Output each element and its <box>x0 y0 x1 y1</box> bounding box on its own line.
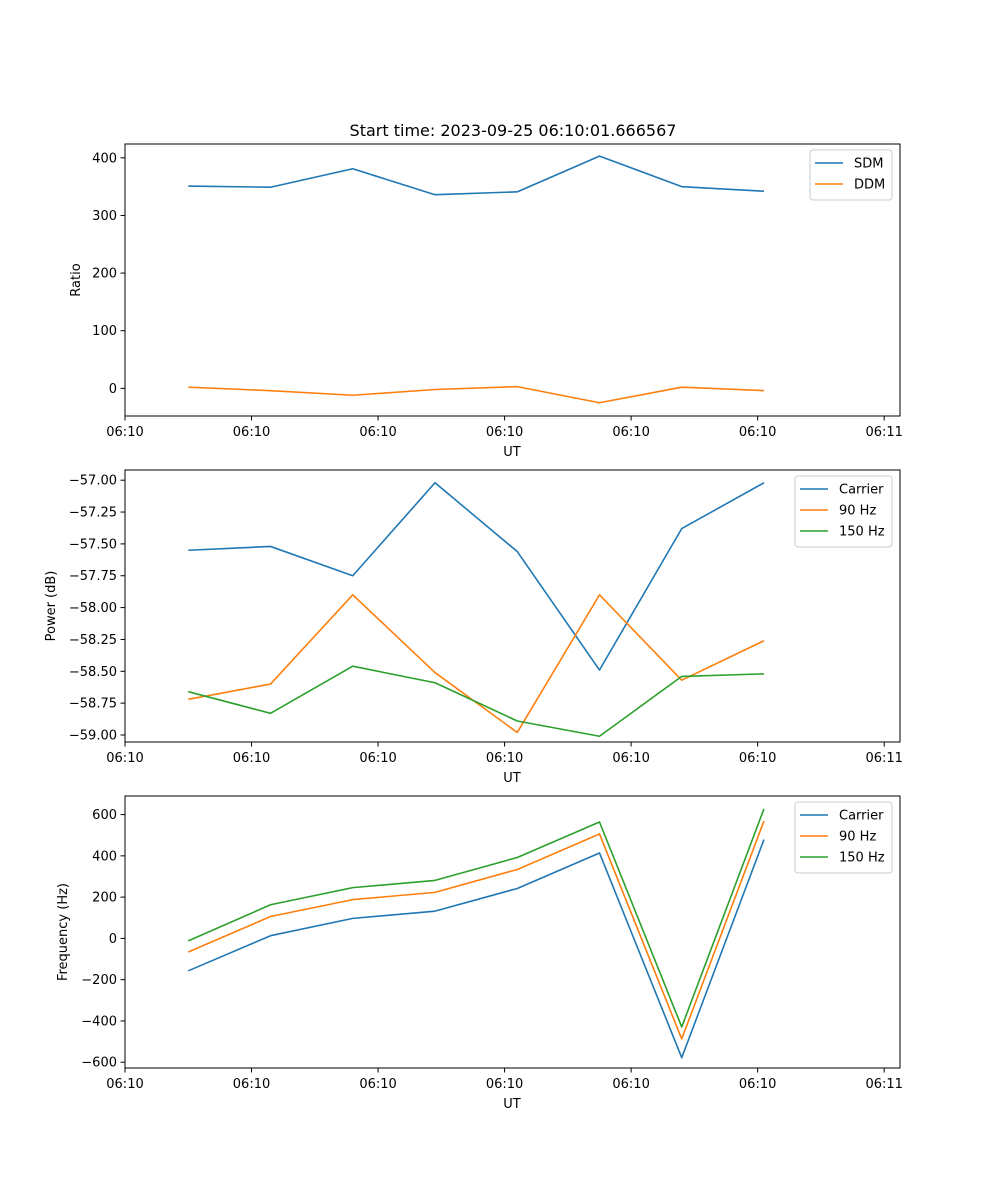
x-tick-label: 06:10 <box>106 1077 143 1092</box>
y-tick-label: 0 <box>109 932 117 947</box>
series-line-150-hz <box>187 808 765 1028</box>
series-line-sdm <box>188 155 765 196</box>
y-axis-label: Frequency (Hz) <box>56 883 71 981</box>
legend-entry-label: 150 Hz <box>839 525 885 540</box>
legend-entry-label: Carrier <box>839 483 884 498</box>
x-tick-label: 06:10 <box>106 751 143 766</box>
legend-entry-label: 90 Hz <box>839 830 876 845</box>
x-axis-label: UT <box>503 1097 521 1112</box>
series-line-150-hz <box>188 665 765 738</box>
y-tick-label: −58.75 <box>69 697 117 712</box>
y-tick-label: −57.50 <box>69 537 117 552</box>
y-tick-label: 400 <box>92 849 117 864</box>
frequency-chart-panel: UT Frequency (Hz) 06:10 06:10 06:10 06:10 06… <box>56 795 903 1112</box>
y-tick-label: 200 <box>92 891 117 906</box>
x-tick-label: 06:10 <box>486 425 523 440</box>
x-axis-label: UT <box>503 445 521 460</box>
y-axis-label: Ratio <box>69 263 84 296</box>
series-line-ddm <box>188 385 765 404</box>
legend-entry-label: Carrier <box>839 809 884 824</box>
x-tick-label: 06:10 <box>359 425 396 440</box>
legend: Carrier 90 Hz 150 Hz <box>794 801 893 874</box>
y-tick-label: 400 <box>92 151 117 166</box>
plot-frame <box>124 143 901 417</box>
y-tick-label: −57.75 <box>69 569 117 584</box>
y-tick-label: −58.00 <box>69 601 117 616</box>
series-line-carrier <box>188 481 765 671</box>
x-tick-label: 06:10 <box>359 1077 396 1092</box>
y-tick-label: 600 <box>92 808 117 823</box>
x-tick-label: 06:11 <box>865 751 902 766</box>
y-tick-label: −58.25 <box>69 633 117 648</box>
y-tick-label: 300 <box>92 209 117 224</box>
ratio-chart-panel: Start time: 2023-09-25 06:10:01.666567 U… <box>69 121 903 460</box>
y-tick-label: −59.00 <box>69 728 117 743</box>
legend: SDM DDM <box>809 149 893 201</box>
legend-entry-label: 150 Hz <box>839 851 885 866</box>
plot-frame <box>124 795 901 1069</box>
y-tick-label: −200 <box>81 973 117 988</box>
series-line-carrier <box>187 839 765 1059</box>
y-tick-label: 200 <box>92 267 117 282</box>
x-tick-label: 06:10 <box>739 425 776 440</box>
plot-frame <box>124 469 901 743</box>
x-tick-label: 06:10 <box>486 751 523 766</box>
x-tick-label: 06:10 <box>486 1077 523 1092</box>
y-tick-label: 0 <box>109 382 117 397</box>
x-tick-label: 06:11 <box>865 425 902 440</box>
legend-box <box>794 801 893 874</box>
legend: Carrier 90 Hz 150 Hz <box>794 475 893 548</box>
y-axis-label: Power (dB) <box>44 571 59 642</box>
x-tick-label: 06:11 <box>865 1077 902 1092</box>
y-tick-label: −57.25 <box>69 506 117 521</box>
x-tick-label: 06:10 <box>612 425 649 440</box>
chart-title: Start time: 2023-09-25 06:10:01.666567 <box>350 121 677 140</box>
x-tick-label: 06:10 <box>359 751 396 766</box>
legend-entry-label: SDM <box>854 157 883 172</box>
x-tick-label: 06:10 <box>106 425 143 440</box>
x-tick-label: 06:10 <box>233 751 270 766</box>
series-line-90-hz <box>187 820 765 1040</box>
x-tick-label: 06:10 <box>739 751 776 766</box>
legend-entry-label: DDM <box>854 178 885 193</box>
x-tick-label: 06:10 <box>233 425 270 440</box>
power-chart-panel: UT Power (dB) 06:10 06:10 06:10 06:10 06:10 0… <box>44 469 903 786</box>
legend-entry-label: 90 Hz <box>839 504 876 519</box>
x-axis-label: UT <box>503 771 521 786</box>
y-tick-label: −600 <box>81 1056 117 1071</box>
y-tick-label: −400 <box>81 1014 117 1029</box>
y-tick-label: −58.50 <box>69 665 117 680</box>
y-tick-label: −57.00 <box>69 474 117 489</box>
x-tick-label: 06:10 <box>739 1077 776 1092</box>
x-tick-label: 06:10 <box>233 1077 270 1092</box>
x-tick-label: 06:10 <box>612 751 649 766</box>
y-tick-label: 100 <box>92 324 117 339</box>
x-tick-label: 06:10 <box>612 1077 649 1092</box>
legend-box <box>794 475 893 548</box>
